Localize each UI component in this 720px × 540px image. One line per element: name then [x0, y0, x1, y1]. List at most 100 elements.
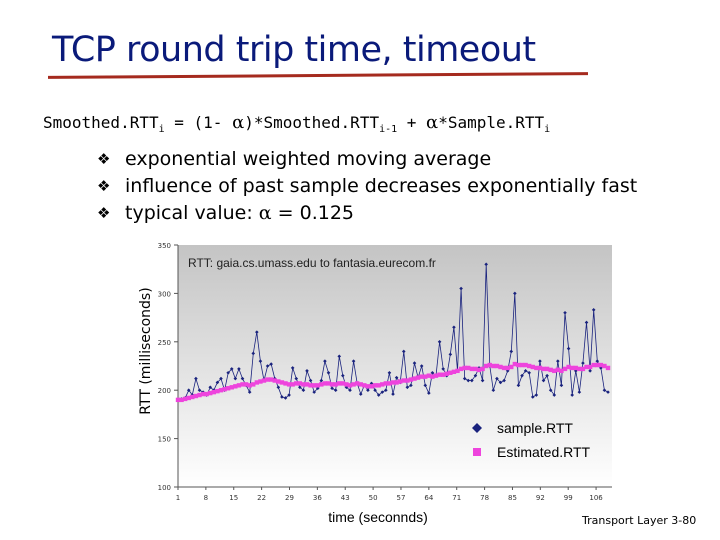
sample-rtt-point — [581, 361, 585, 365]
checkmark-diamond-icon: ❖ — [97, 204, 111, 222]
formula-alpha: α — [232, 112, 245, 133]
estimated-rtt-point — [204, 391, 209, 397]
x-tick-label: 92 — [536, 494, 545, 502]
sample-rtt-point — [197, 388, 202, 392]
sample-rtt-point — [229, 367, 234, 371]
sample-rtt-point — [186, 388, 191, 392]
sample-rtt-point — [498, 380, 503, 385]
sample-rtt-point — [502, 378, 506, 383]
estimated-rtt-point — [573, 365, 578, 371]
estimated-rtt-point — [251, 382, 256, 387]
x-tick-label: 15 — [229, 494, 238, 502]
estimated-rtt-point — [286, 382, 292, 387]
estimated-rtt-point — [240, 382, 245, 387]
y-tick-label: 200 — [158, 387, 171, 395]
estimated-rtt-point — [208, 390, 213, 396]
legend-estimated-label: Estimated.RTT — [497, 444, 591, 460]
estimated-rtt-point — [326, 381, 331, 386]
sample-rtt-point — [384, 388, 388, 392]
estimated-rtt-point — [301, 382, 306, 387]
sample-rtt-point — [305, 369, 309, 373]
estimated-rtt-point — [605, 365, 611, 371]
estimated-rtt-point — [222, 387, 227, 392]
estimated-rtt-point — [598, 362, 604, 368]
sample-rtt-point — [448, 352, 453, 357]
sample-rtt-point — [319, 378, 324, 383]
estimated-rtt-point — [426, 373, 432, 378]
sample-rtt-point — [351, 359, 356, 363]
sample-rtt-point — [255, 330, 259, 334]
estimated-rtt-point — [383, 381, 389, 386]
estimated-rtt-point — [211, 389, 217, 395]
estimated-rtt-point — [580, 366, 586, 372]
bullet-text: exponential weighted moving average — [125, 148, 492, 170]
estimated-rtt-point — [186, 395, 191, 401]
estimated-rtt-point — [229, 385, 234, 390]
estimated-rtt-point — [451, 369, 457, 375]
sample-rtt-point — [387, 370, 392, 375]
sample-rtt-point — [348, 388, 352, 392]
estimated-rtt-point — [469, 366, 475, 372]
estimated-rtt-point — [569, 365, 575, 371]
sample-rtt-point — [452, 325, 456, 330]
sample-rtt-point — [573, 369, 578, 373]
estimated-rtt-point — [315, 383, 320, 388]
x-tick-label: 22 — [257, 494, 266, 502]
sample-rtt-point — [394, 375, 399, 380]
estimated-rtt-point — [294, 381, 299, 386]
bullet-prefix: typical value: — [125, 202, 259, 224]
estimated-rtt-point — [390, 380, 396, 385]
estimated-rtt-point — [541, 366, 546, 372]
sample-rtt-point — [430, 370, 435, 375]
sample-rtt-point — [412, 361, 417, 365]
sample-rtt-point — [534, 393, 539, 397]
sample-rtt-point — [538, 359, 542, 363]
sample-rtt-point — [441, 367, 445, 371]
checkmark-diamond-icon: ❖ — [97, 177, 111, 195]
sample-rtt-point — [337, 354, 342, 359]
estimated-rtt-point — [509, 364, 514, 370]
estimated-rtt-point — [329, 382, 335, 387]
estimated-rtt-point — [322, 381, 328, 386]
estimated-rtt-point — [372, 383, 378, 388]
sample-rtt-point — [520, 373, 524, 378]
estimated-rtt-point — [408, 377, 414, 382]
estimated-rtt-point — [430, 374, 435, 379]
estimated-rtt-point — [534, 365, 539, 371]
estimated-rtt-point — [602, 363, 607, 369]
sample-rtt-point — [215, 380, 220, 385]
estimated-rtt-point — [337, 381, 342, 386]
sample-rtt-point — [530, 395, 535, 399]
estimated-rtt-point — [193, 393, 199, 399]
sample-rtt-point — [480, 378, 485, 383]
estimated-rtt-point — [523, 362, 528, 368]
estimated-rtt-point — [587, 364, 593, 370]
x-tick-label: 57 — [397, 494, 406, 502]
sample-rtt-point — [577, 390, 582, 394]
sample-rtt-point — [559, 383, 564, 388]
estimated-rtt-point — [365, 384, 371, 389]
sample-rtt-point — [491, 388, 496, 392]
estimated-rtt-point — [552, 368, 557, 374]
y-tick-label: 100 — [158, 484, 171, 492]
sample-rtt-point — [283, 396, 288, 400]
sample-rtt-point — [405, 385, 410, 390]
estimated-rtt-point — [394, 380, 399, 385]
estimated-rtt-point — [358, 382, 363, 387]
sample-rtt-point — [563, 310, 567, 315]
estimated-rtt-point — [380, 382, 385, 387]
estimated-rtt-point — [272, 378, 277, 383]
estimated-rtt-point — [304, 382, 310, 387]
bullet-suffix: = 0.125 — [271, 202, 355, 224]
formula-mid-sub: i-1 — [379, 124, 398, 136]
sample-rtt-point — [595, 359, 600, 363]
sample-rtt-point — [237, 367, 241, 371]
estimated-rtt-point — [562, 366, 568, 372]
estimated-rtt-point — [491, 363, 496, 369]
sample-rtt-point — [566, 346, 571, 351]
estimated-rtt-point — [437, 372, 442, 377]
estimated-rtt-point — [354, 381, 360, 386]
estimated-rtt-point — [243, 382, 249, 387]
x-tick-label: 36 — [313, 494, 322, 502]
x-tick-label: 50 — [369, 494, 378, 502]
